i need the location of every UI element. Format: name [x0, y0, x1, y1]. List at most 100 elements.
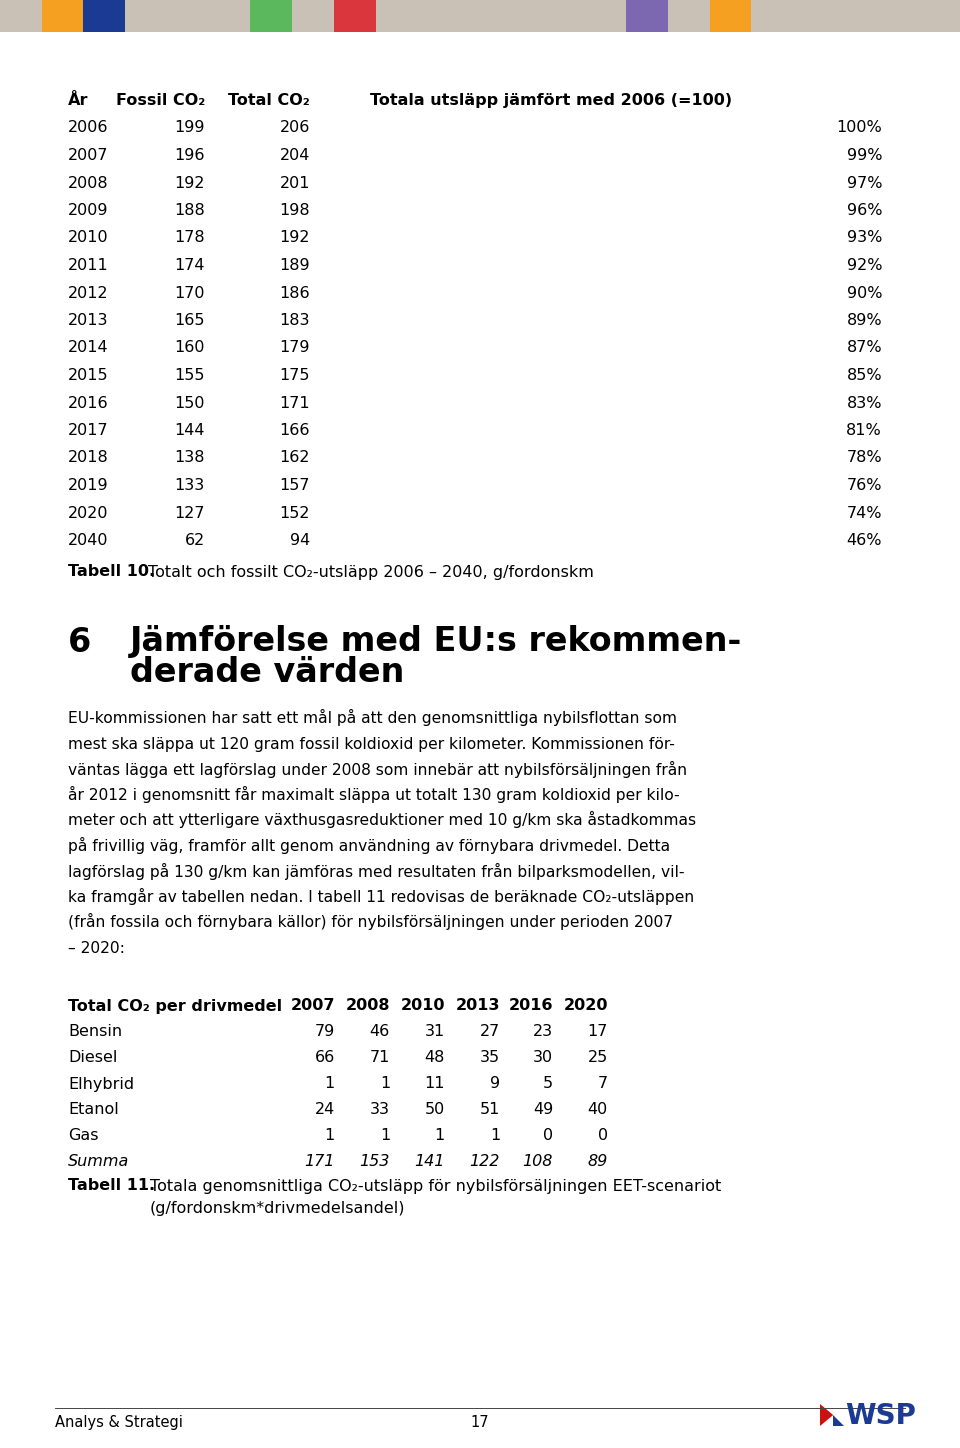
Text: 1: 1 — [490, 1128, 500, 1144]
Bar — [208, 0, 251, 32]
Text: 96%: 96% — [847, 203, 882, 219]
Bar — [542, 0, 585, 32]
Text: Tabell 10.: Tabell 10. — [68, 565, 156, 579]
Text: 78%: 78% — [847, 450, 882, 465]
Text: 196: 196 — [175, 148, 205, 164]
Text: 76%: 76% — [847, 478, 882, 492]
Bar — [585, 0, 626, 32]
Bar — [626, 0, 668, 32]
Text: År: År — [68, 93, 88, 109]
Text: 93%: 93% — [847, 230, 882, 246]
Text: 122: 122 — [469, 1154, 500, 1170]
Text: 1: 1 — [324, 1128, 335, 1144]
Text: 141: 141 — [415, 1154, 445, 1170]
Text: Elhybrid: Elhybrid — [68, 1076, 134, 1092]
Text: 174: 174 — [175, 258, 205, 274]
Text: 188: 188 — [175, 203, 205, 219]
Text: 79: 79 — [315, 1025, 335, 1040]
Text: 24: 24 — [315, 1102, 335, 1118]
Polygon shape — [820, 1405, 833, 1426]
Bar — [375, 0, 418, 32]
Text: 2011: 2011 — [68, 258, 108, 274]
Text: 201: 201 — [279, 175, 310, 191]
Text: 27: 27 — [480, 1025, 500, 1040]
Bar — [919, 0, 960, 32]
Text: 2019: 2019 — [68, 478, 108, 492]
Text: 183: 183 — [279, 313, 310, 329]
Text: 9: 9 — [490, 1076, 500, 1092]
Text: 87%: 87% — [847, 340, 882, 356]
Text: 1: 1 — [380, 1076, 390, 1092]
Text: 46: 46 — [370, 1025, 390, 1040]
Text: 1: 1 — [324, 1076, 335, 1092]
Text: 62: 62 — [184, 533, 205, 547]
Text: 90%: 90% — [847, 285, 882, 301]
Text: 162: 162 — [279, 450, 310, 465]
Text: Analys & Strategi: Analys & Strategi — [55, 1415, 182, 1431]
Text: 2008: 2008 — [68, 175, 108, 191]
Text: Etanol: Etanol — [68, 1102, 119, 1118]
Text: 2010: 2010 — [400, 999, 445, 1014]
Text: 33: 33 — [370, 1102, 390, 1118]
Text: 11: 11 — [424, 1076, 445, 1092]
Bar — [292, 0, 334, 32]
Text: 160: 160 — [175, 340, 205, 356]
Text: 165: 165 — [175, 313, 205, 329]
Bar — [125, 0, 167, 32]
Text: Total CO₂ per drivmedel: Total CO₂ per drivmedel — [68, 999, 282, 1014]
Bar — [668, 0, 709, 32]
Text: 2020: 2020 — [564, 999, 608, 1014]
Text: 155: 155 — [175, 368, 205, 384]
Bar — [501, 0, 542, 32]
Text: 2017: 2017 — [68, 423, 108, 437]
Text: 0: 0 — [598, 1128, 608, 1144]
Text: 66: 66 — [315, 1050, 335, 1066]
Text: 206: 206 — [279, 120, 310, 136]
Text: Jämförelse med EU:s rekommen-: Jämförelse med EU:s rekommen- — [130, 626, 742, 659]
Text: Fossil CO₂: Fossil CO₂ — [116, 93, 205, 109]
Text: 100%: 100% — [836, 120, 882, 136]
Text: 2006: 2006 — [68, 120, 108, 136]
Text: 133: 133 — [175, 478, 205, 492]
Text: 186: 186 — [279, 285, 310, 301]
Text: år 2012 i genomsnitt får maximalt släppa ut totalt 130 gram koldioxid per kilo-: år 2012 i genomsnitt får maximalt släppa… — [68, 786, 680, 804]
Text: 7: 7 — [598, 1076, 608, 1092]
Text: 1: 1 — [380, 1128, 390, 1144]
Text: 153: 153 — [360, 1154, 390, 1170]
Bar — [459, 0, 501, 32]
Text: 157: 157 — [279, 478, 310, 492]
Text: 2012: 2012 — [68, 285, 108, 301]
Text: 198: 198 — [279, 203, 310, 219]
Text: Bensin: Bensin — [68, 1025, 122, 1040]
Text: 83%: 83% — [847, 395, 882, 410]
Text: 25: 25 — [588, 1050, 608, 1066]
Text: Tabell 11.: Tabell 11. — [68, 1179, 156, 1193]
Text: 150: 150 — [175, 395, 205, 410]
Text: 31: 31 — [424, 1025, 445, 1040]
Bar — [41, 0, 84, 32]
Bar — [334, 0, 375, 32]
Text: väntas lägga ett lagförslag under 2008 som innebär att nybilsförsäljningen från: väntas lägga ett lagförslag under 2008 s… — [68, 760, 687, 778]
Text: 74%: 74% — [847, 505, 882, 520]
Text: 2018: 2018 — [68, 450, 108, 465]
Text: mest ska släppa ut 120 gram fossil koldioxid per kilometer. Kommissionen för-: mest ska släppa ut 120 gram fossil koldi… — [68, 737, 675, 752]
Text: 171: 171 — [304, 1154, 335, 1170]
Text: 30: 30 — [533, 1050, 553, 1066]
Text: 189: 189 — [279, 258, 310, 274]
Text: 2010: 2010 — [68, 230, 108, 246]
Text: WSP: WSP — [846, 1402, 916, 1431]
Text: 23: 23 — [533, 1025, 553, 1040]
Bar — [793, 0, 835, 32]
Text: 1: 1 — [435, 1128, 445, 1144]
Text: 152: 152 — [279, 505, 310, 520]
Text: 166: 166 — [279, 423, 310, 437]
Text: 192: 192 — [175, 175, 205, 191]
Bar — [752, 0, 793, 32]
Text: 2016: 2016 — [68, 395, 108, 410]
Bar — [835, 0, 876, 32]
Text: Total CO₂: Total CO₂ — [228, 93, 310, 109]
Text: 48: 48 — [424, 1050, 445, 1066]
Text: – 2020:: – 2020: — [68, 941, 125, 956]
Text: Summa: Summa — [68, 1154, 130, 1170]
Text: Totala utsläpp jämfört med 2006 (=100): Totala utsläpp jämfört med 2006 (=100) — [370, 93, 732, 109]
